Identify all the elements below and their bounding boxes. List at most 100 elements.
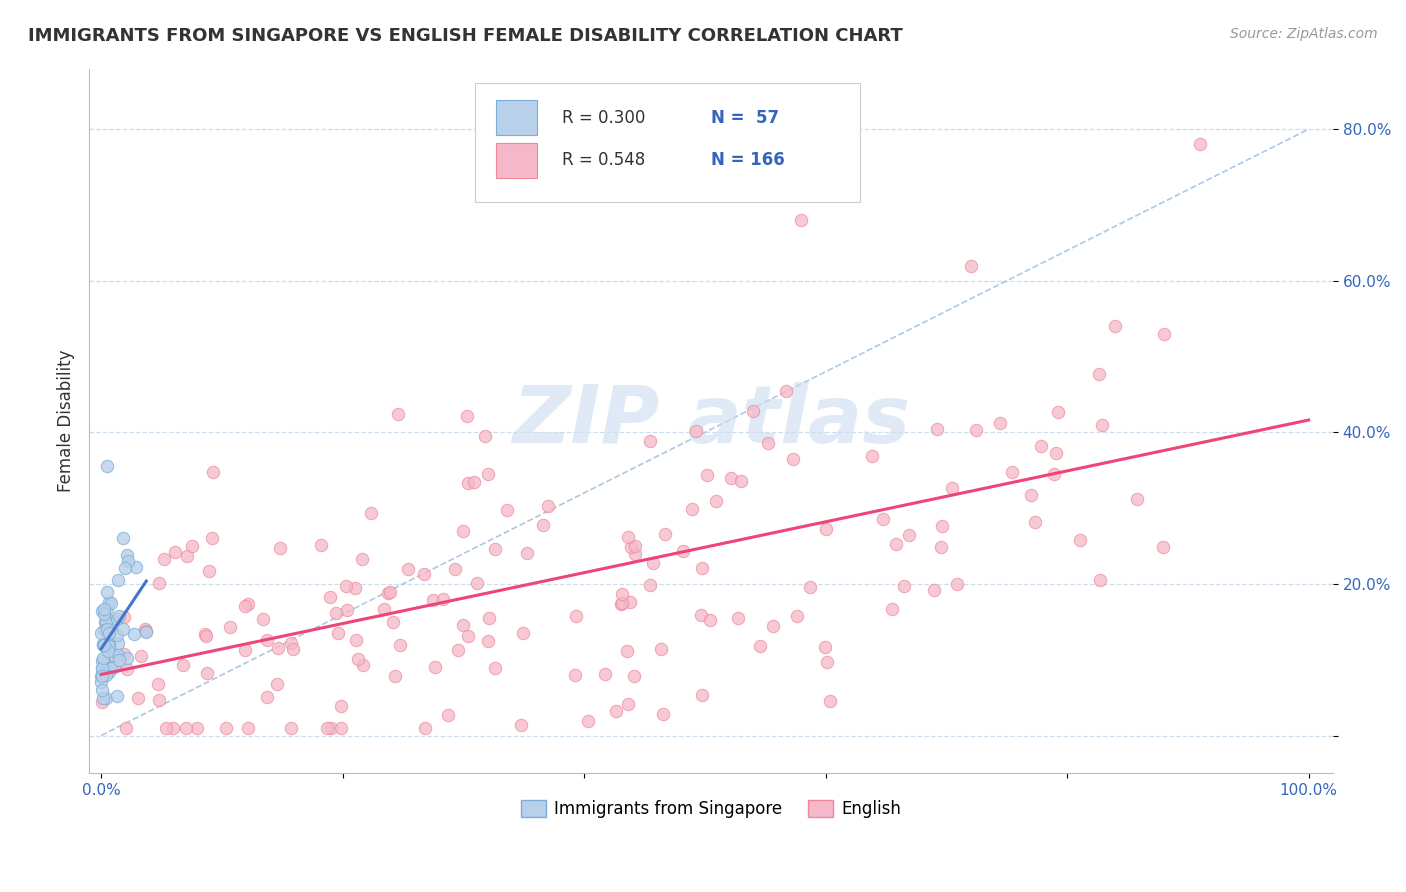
- Point: [352, 552, 374, 566]
- Point: [115, 662, 138, 676]
- Point: [233, 599, 256, 614]
- Point: [343, 581, 366, 595]
- Point: [1104, 319, 1126, 334]
- Point: [107, 609, 129, 624]
- Point: [652, 707, 675, 722]
- Point: [336, 603, 359, 617]
- Point: [1019, 488, 1042, 502]
- Point: [425, 660, 447, 674]
- Point: [93, 655, 115, 669]
- Point: [457, 475, 479, 490]
- Point: [373, 602, 395, 616]
- Point: [756, 436, 779, 450]
- Point: [93, 601, 115, 615]
- Point: [176, 549, 198, 563]
- Point: [90, 604, 112, 618]
- Point: [457, 629, 479, 643]
- Point: [256, 690, 278, 704]
- Point: [146, 677, 169, 691]
- Point: [1029, 439, 1052, 453]
- Point: [929, 540, 952, 554]
- Point: [194, 627, 217, 641]
- Point: [100, 661, 122, 675]
- Text: R = 0.300: R = 0.300: [561, 109, 645, 127]
- Point: [510, 718, 533, 732]
- Point: [236, 721, 259, 735]
- Point: [872, 512, 894, 526]
- Point: [115, 721, 138, 735]
- Point: [97, 627, 120, 641]
- Point: [195, 666, 218, 681]
- Point: [180, 539, 202, 553]
- Point: [893, 579, 915, 593]
- Point: [104, 648, 127, 663]
- Point: [256, 632, 278, 647]
- Point: [617, 697, 640, 711]
- Point: [112, 647, 135, 661]
- Point: [124, 627, 146, 641]
- Point: [620, 540, 643, 554]
- Point: [451, 618, 474, 632]
- Point: [623, 539, 645, 553]
- Point: [616, 530, 638, 544]
- Point: [107, 636, 129, 650]
- Point: [93, 691, 115, 706]
- Point: [610, 597, 633, 611]
- Point: [103, 660, 125, 674]
- Point: [436, 707, 458, 722]
- Point: [174, 721, 197, 735]
- Point: [218, 620, 240, 634]
- Point: [97, 624, 120, 639]
- Text: Source: ZipAtlas.com: Source: ZipAtlas.com: [1230, 27, 1378, 41]
- Point: [325, 606, 347, 620]
- Point: [91, 661, 114, 675]
- Point: [727, 611, 749, 625]
- Point: [690, 608, 713, 623]
- Point: [692, 561, 714, 575]
- Point: [280, 636, 302, 650]
- Point: [396, 562, 419, 576]
- Point: [97, 643, 120, 657]
- Point: [101, 614, 124, 628]
- Point: [1090, 573, 1112, 587]
- Point: [537, 499, 560, 513]
- Point: [443, 561, 465, 575]
- Point: [90, 626, 112, 640]
- Point: [1047, 405, 1070, 419]
- Point: [384, 669, 406, 683]
- Point: [90, 669, 112, 683]
- Point: [990, 416, 1012, 430]
- Point: [309, 537, 332, 551]
- Point: [135, 624, 157, 638]
- Point: [593, 666, 616, 681]
- Bar: [496, 100, 537, 136]
- Point: [201, 531, 224, 545]
- Point: [484, 542, 506, 557]
- Point: [252, 612, 274, 626]
- Point: [344, 632, 367, 647]
- Point: [477, 633, 499, 648]
- Point: [186, 721, 208, 735]
- Point: [775, 384, 797, 398]
- Point: [623, 547, 645, 561]
- Point: [1001, 465, 1024, 479]
- Point: [959, 259, 981, 273]
- Point: [1088, 367, 1111, 381]
- Point: [564, 668, 586, 682]
- Point: [922, 582, 945, 597]
- Point: [91, 638, 114, 652]
- Point: [690, 688, 713, 702]
- Point: [134, 623, 156, 637]
- Point: [165, 545, 187, 559]
- Point: [96, 601, 118, 615]
- Point: [111, 532, 134, 546]
- Point: [112, 610, 135, 624]
- Point: [98, 638, 121, 652]
- Point: [465, 575, 488, 590]
- Text: N = 166: N = 166: [711, 151, 785, 169]
- Point: [90, 669, 112, 683]
- Point: [946, 576, 969, 591]
- Point: [266, 677, 288, 691]
- Point: [451, 524, 474, 539]
- Point: [640, 577, 662, 591]
